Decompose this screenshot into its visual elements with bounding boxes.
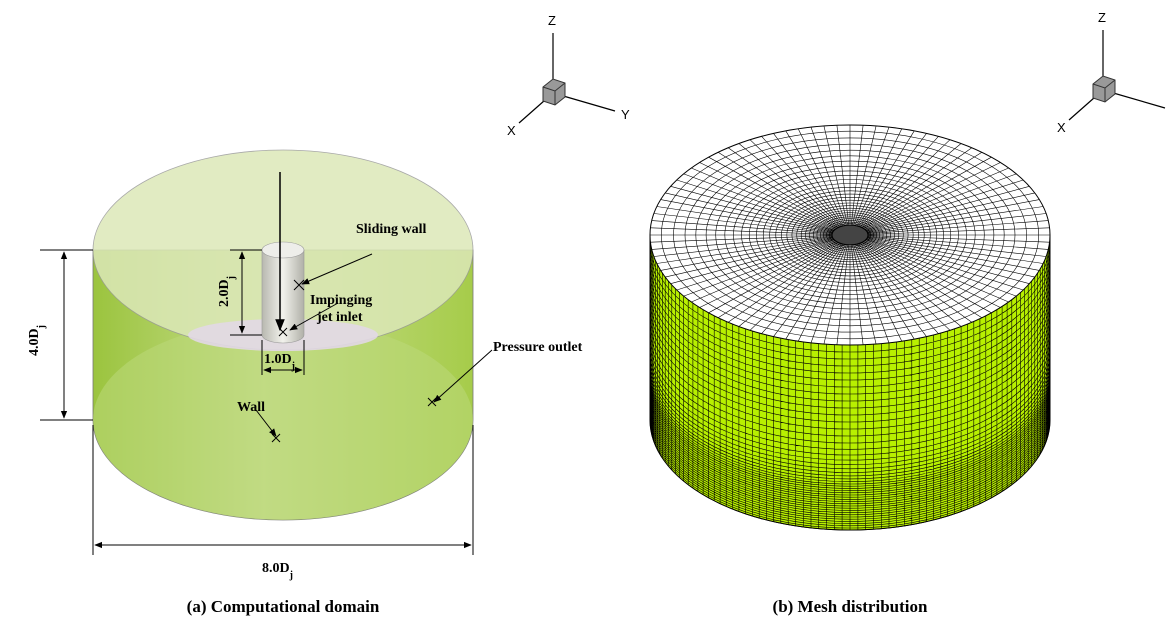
triad-cube [543,79,565,105]
mesh-hole [832,225,868,245]
dimension-label: 4.0Dj [27,325,47,356]
axis-lines [1069,30,1165,120]
axis-label: X [1057,120,1066,135]
axis-triad: Z Y X [507,13,630,138]
axis-label: X [507,123,516,138]
mesh-cylinder [650,125,1050,530]
label: Sliding wall [356,222,427,237]
caption: (b) Mesh distribution [773,597,928,616]
label: Impinging [310,293,372,308]
triad-cube [1093,76,1115,102]
label: jet inlet [316,310,363,325]
label: Wall [237,400,265,415]
figure: Sliding wall Impinging jet inlet Pressur… [0,0,1168,624]
axis-lines [519,33,615,123]
axis-label: Z [1098,10,1106,25]
caption: (a) Computational domain [187,597,380,616]
label: Pressure outlet [493,340,583,355]
axis-label: Y [621,107,630,122]
axis-label: Z [548,13,556,28]
dimension-label: 8.0Dj [262,561,293,581]
axis-triad: ZYX [1057,10,1168,135]
domain-cylinder [93,150,473,520]
